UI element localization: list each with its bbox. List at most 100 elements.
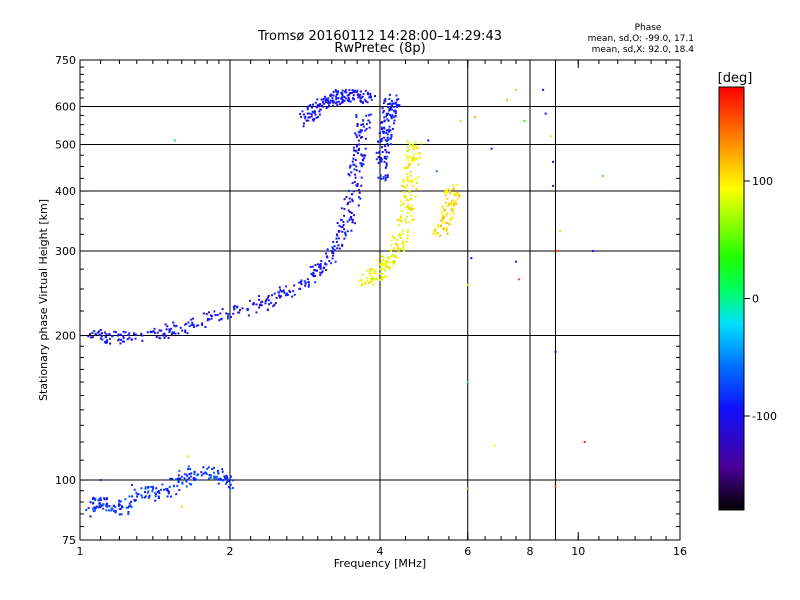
data-point bbox=[93, 509, 96, 512]
data-point bbox=[190, 483, 193, 486]
data-point bbox=[405, 221, 408, 224]
data-point bbox=[319, 265, 322, 268]
data-point bbox=[225, 474, 228, 477]
data-point bbox=[344, 231, 347, 234]
data-point bbox=[232, 306, 235, 309]
data-point bbox=[103, 496, 106, 499]
data-point bbox=[352, 154, 355, 157]
data-point bbox=[312, 103, 315, 106]
data-point bbox=[452, 193, 455, 196]
data-point bbox=[281, 290, 284, 293]
data-point bbox=[180, 505, 183, 508]
data-point bbox=[406, 172, 409, 175]
data-point bbox=[144, 495, 147, 498]
data-point bbox=[124, 498, 127, 501]
data-point bbox=[379, 263, 382, 266]
data-point bbox=[402, 178, 405, 181]
data-point bbox=[453, 192, 456, 195]
data-point bbox=[396, 239, 399, 242]
data-point bbox=[408, 179, 411, 182]
data-point bbox=[361, 284, 364, 287]
data-point bbox=[343, 90, 346, 93]
data-point bbox=[368, 114, 371, 117]
data-point bbox=[386, 155, 389, 158]
data-point bbox=[340, 91, 343, 94]
data-point bbox=[407, 148, 410, 151]
data-point bbox=[316, 105, 319, 108]
data-point bbox=[383, 119, 386, 122]
data-point bbox=[226, 317, 229, 320]
data-point bbox=[466, 487, 469, 490]
data-point bbox=[226, 478, 229, 481]
data-point bbox=[360, 129, 363, 132]
data-point bbox=[383, 136, 386, 139]
data-point bbox=[257, 295, 260, 298]
data-point bbox=[310, 106, 313, 109]
data-point bbox=[202, 472, 205, 475]
data-point bbox=[388, 261, 391, 264]
data-point bbox=[193, 470, 196, 473]
data-point bbox=[356, 152, 359, 155]
data-point bbox=[346, 220, 349, 223]
x-tick-label: 1 bbox=[77, 545, 84, 558]
data-point bbox=[381, 130, 384, 133]
data-point bbox=[415, 182, 418, 185]
data-point bbox=[128, 336, 131, 339]
data-point bbox=[98, 502, 101, 505]
data-point bbox=[552, 184, 555, 187]
data-point bbox=[401, 232, 404, 235]
data-point bbox=[353, 168, 356, 171]
data-point bbox=[470, 257, 473, 260]
data-point bbox=[380, 177, 383, 180]
data-point bbox=[345, 195, 348, 198]
data-point bbox=[341, 98, 344, 101]
data-point bbox=[382, 267, 385, 270]
data-point bbox=[168, 485, 171, 488]
data-point bbox=[336, 234, 339, 237]
data-point bbox=[366, 269, 369, 272]
data-point bbox=[361, 95, 364, 98]
data-point bbox=[343, 99, 346, 102]
data-point bbox=[387, 256, 390, 259]
data-point bbox=[176, 484, 179, 487]
data-point bbox=[384, 145, 387, 148]
data-point bbox=[332, 254, 335, 257]
data-point bbox=[445, 191, 448, 194]
data-point bbox=[133, 333, 136, 336]
data-point bbox=[309, 265, 312, 268]
data-point bbox=[357, 189, 360, 192]
data-point bbox=[305, 119, 308, 122]
data-point bbox=[556, 250, 559, 253]
data-point bbox=[270, 294, 273, 297]
data-point bbox=[384, 259, 387, 262]
data-point bbox=[351, 218, 354, 221]
data-point bbox=[89, 501, 92, 504]
data-point bbox=[386, 142, 389, 145]
data-point bbox=[397, 104, 400, 107]
data-point bbox=[120, 513, 123, 516]
data-point bbox=[126, 506, 129, 509]
data-point bbox=[404, 196, 407, 199]
data-point bbox=[329, 99, 332, 102]
data-point bbox=[384, 139, 387, 142]
data-point bbox=[358, 170, 361, 173]
data-point bbox=[167, 492, 170, 495]
chart-title: Tromsø 20160112 14:28:00–14:29:43 bbox=[257, 29, 502, 44]
data-point bbox=[323, 95, 326, 98]
data-point bbox=[312, 275, 315, 278]
data-point bbox=[318, 265, 321, 268]
data-point bbox=[384, 177, 387, 180]
data-point bbox=[261, 300, 264, 303]
data-point bbox=[332, 247, 335, 250]
data-point bbox=[255, 303, 258, 306]
data-point bbox=[369, 270, 372, 273]
data-point bbox=[414, 178, 417, 181]
data-point bbox=[370, 277, 373, 280]
data-point bbox=[364, 137, 367, 140]
data-point bbox=[443, 227, 446, 230]
data-point bbox=[549, 135, 552, 138]
data-point bbox=[448, 190, 451, 193]
data-point bbox=[452, 188, 455, 191]
data-point bbox=[363, 98, 366, 101]
data-point bbox=[388, 130, 391, 133]
